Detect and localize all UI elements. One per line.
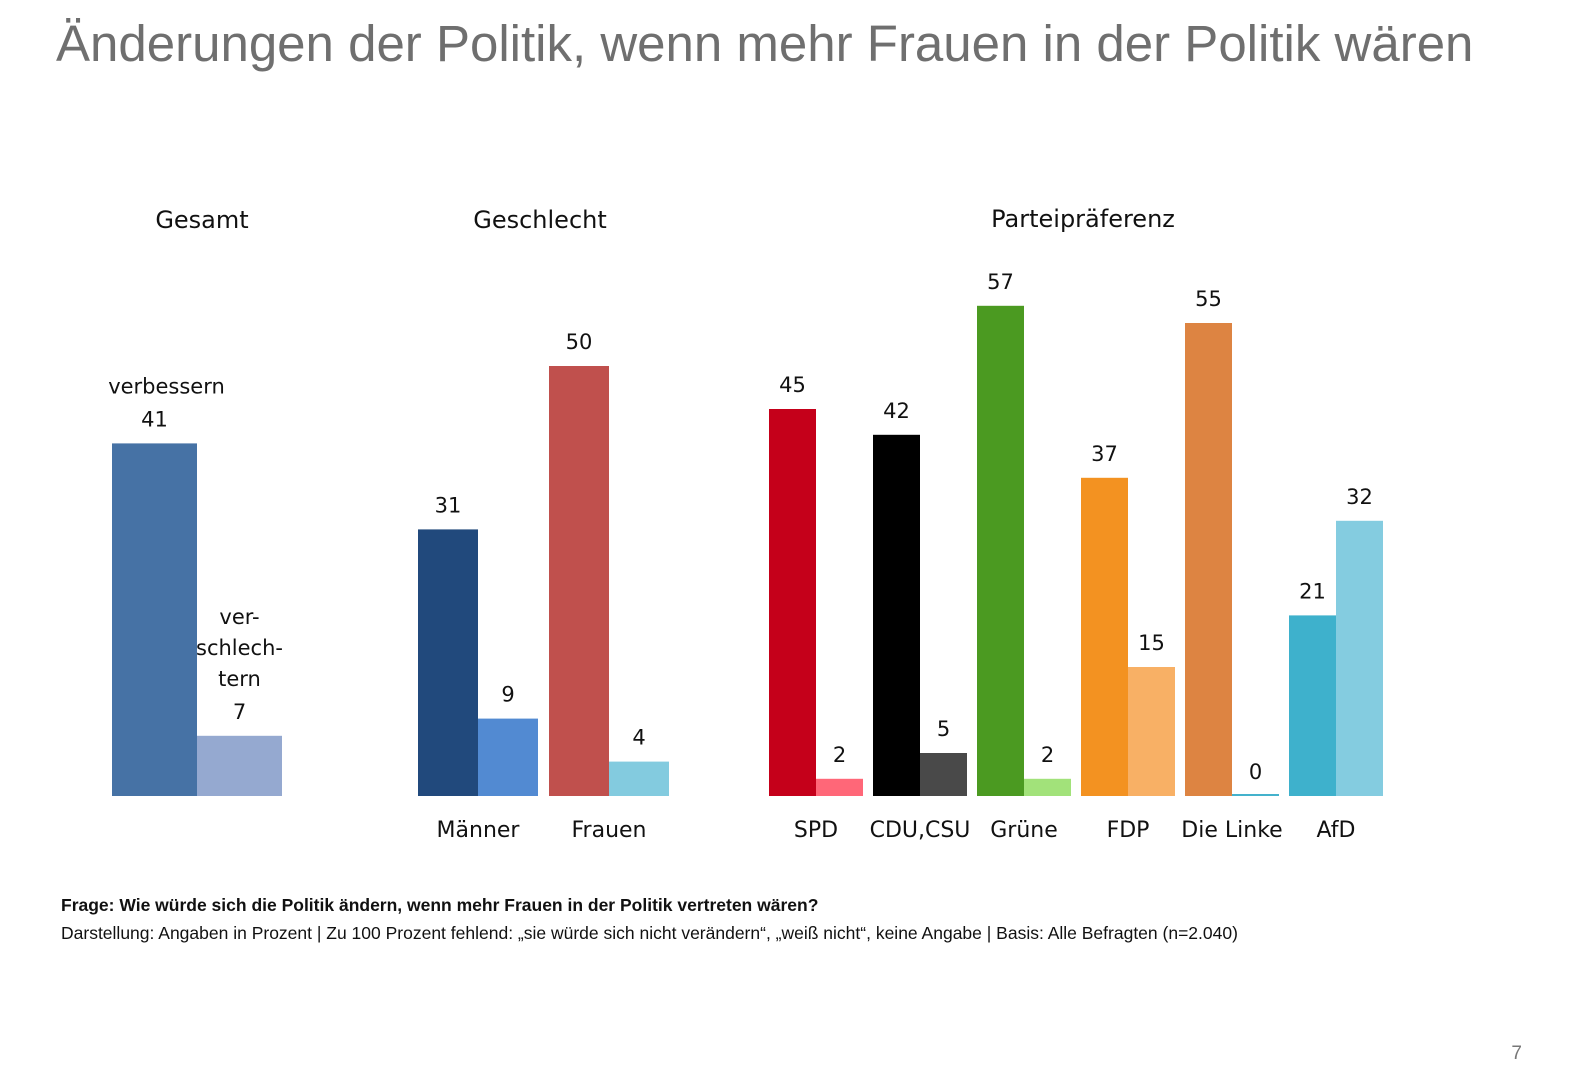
category-label: AfD: [1317, 818, 1356, 843]
bar-chart: Gesamt 41 verbessern 7 ver-schlech-tern Gesch…: [108, 205, 1383, 843]
bar-verbessern: [1081, 477, 1128, 796]
data-label: 55: [1195, 287, 1222, 311]
series-label: schlech-: [196, 636, 283, 660]
category-label: Grüne: [990, 818, 1058, 843]
bar-verbessern: [1185, 323, 1232, 796]
bar-verschlechtern: [1336, 520, 1383, 796]
data-label: 15: [1138, 631, 1165, 655]
data-label: 7: [233, 700, 246, 724]
bar-verbessern: [769, 409, 816, 796]
bar-verbessern: [1289, 615, 1336, 796]
bar-verschlechtern: [609, 761, 669, 796]
slide-title: Änderungen der Politik, wenn mehr Frauen…: [56, 15, 1474, 72]
footnote-question: Frage: Wie würde sich die Politik ändern…: [61, 895, 819, 915]
bar-verschlechtern: [478, 718, 538, 796]
group-heading: Parteipräferenz: [991, 205, 1175, 233]
category-label: Die Linke: [1181, 818, 1282, 843]
data-label: 2: [833, 743, 846, 767]
bar-verschlechtern: [197, 735, 282, 796]
category-label: Frauen: [571, 818, 646, 843]
bar-verbessern: [873, 434, 920, 796]
data-label: 21: [1299, 579, 1326, 603]
data-label: 37: [1091, 442, 1118, 466]
bar-verbessern: [549, 366, 609, 796]
group-heading: Geschlecht: [473, 206, 607, 234]
data-label: 42: [883, 399, 910, 423]
bar-verschlechtern: [816, 778, 863, 796]
bar-verschlechtern: [1232, 794, 1279, 796]
series-label: verbessern: [108, 374, 225, 398]
data-label: 50: [566, 330, 593, 354]
bar-verbessern: [977, 305, 1024, 796]
category-label: FDP: [1107, 818, 1150, 843]
category-label: CDU,CSU: [870, 818, 971, 843]
data-label: 32: [1346, 485, 1373, 509]
page-number: 7: [1511, 1043, 1522, 1064]
group-heading: Gesamt: [155, 206, 248, 234]
data-label: 2: [1041, 743, 1054, 767]
bar-verschlechtern: [920, 753, 967, 796]
bar-verschlechtern: [1128, 667, 1175, 796]
bar-verschlechtern: [1024, 778, 1071, 796]
data-label: 31: [435, 493, 462, 517]
series-label: ver-: [219, 605, 259, 629]
footnote-details: Darstellung: Angaben in Prozent | Zu 100…: [61, 923, 1238, 943]
category-label: SPD: [794, 818, 838, 843]
data-label: 57: [987, 270, 1014, 294]
data-label: 4: [632, 726, 645, 750]
data-label: 5: [937, 717, 950, 741]
data-label: 0: [1249, 760, 1262, 784]
data-label: 9: [501, 683, 514, 707]
series-label: tern: [218, 667, 261, 691]
data-label: 41: [141, 407, 168, 431]
bar-verbessern: [112, 443, 197, 796]
category-label: Männer: [437, 818, 521, 843]
bar-verbessern: [418, 529, 478, 796]
data-label: 45: [779, 373, 806, 397]
